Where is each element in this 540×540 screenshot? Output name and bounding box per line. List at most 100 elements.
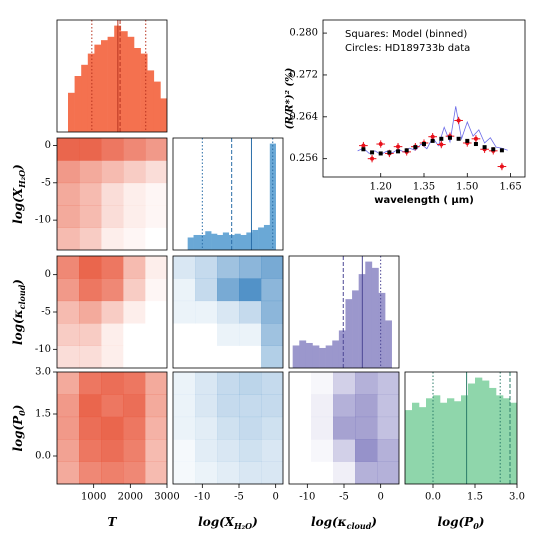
hist-bar	[305, 342, 313, 368]
legend-entry: Circles: HD189733b data	[345, 43, 470, 54]
hist-bar	[127, 36, 135, 132]
density-cell	[261, 416, 283, 440]
density-cell	[289, 417, 311, 440]
density-cell	[355, 372, 378, 395]
y-tick-label: 0	[45, 140, 51, 151]
density-cell	[195, 323, 217, 346]
panel	[173, 372, 283, 484]
density-cell	[261, 323, 283, 346]
density-cell	[239, 300, 262, 324]
panel	[68, 20, 167, 132]
density-cell	[101, 439, 124, 462]
density-cell	[123, 372, 146, 395]
density-cell	[101, 323, 124, 346]
hist-bar	[246, 232, 253, 250]
hist-bar	[412, 402, 420, 484]
density-cell	[57, 256, 80, 279]
x-tick-label: 1.35	[413, 182, 435, 193]
model-square	[465, 138, 470, 143]
density-cell	[311, 394, 334, 418]
density-cell	[79, 439, 102, 462]
hist-bar	[120, 31, 128, 132]
hist-bar	[365, 261, 373, 368]
x-tick-label: 1.65	[499, 182, 521, 193]
density-cell	[145, 278, 167, 302]
x-tick-label: 3000	[154, 492, 179, 503]
density-cell	[195, 346, 217, 369]
hist-bar	[338, 330, 346, 368]
hist-bar	[292, 345, 300, 368]
axis-label: log(XH₂O)	[11, 164, 28, 224]
density-cell	[123, 416, 146, 440]
hist-bar	[426, 398, 434, 484]
density-cell	[261, 394, 283, 418]
density-cell	[123, 227, 146, 250]
hist-bar	[447, 398, 455, 484]
density-cell	[195, 416, 218, 440]
density-cell	[239, 439, 262, 462]
density-cell	[289, 394, 311, 417]
y-tick-label: 0.272	[289, 69, 318, 80]
density-cell	[311, 372, 334, 395]
hist-bar	[385, 320, 392, 368]
x-tick-label: 0	[377, 492, 383, 503]
density-cell	[57, 461, 80, 484]
density-cell	[123, 256, 146, 279]
panel-frame	[404, 371, 518, 485]
density-cell	[101, 345, 124, 368]
density-cell	[79, 300, 102, 324]
axis-label: log(κcloud)	[311, 515, 377, 532]
x-tick-label: -5	[234, 492, 244, 503]
density-cell	[355, 394, 378, 418]
axis-label-part: H₂O	[233, 521, 252, 531]
model-square	[370, 150, 375, 155]
density-cell	[355, 416, 378, 440]
density-cell	[123, 439, 146, 462]
panel	[187, 138, 276, 250]
x-tick-label: 1.5	[467, 492, 483, 503]
density-cell	[173, 300, 196, 324]
hist-bar	[269, 143, 276, 250]
density-cell	[239, 323, 262, 346]
axis-label-part: log(X	[11, 187, 25, 224]
hist-bar	[234, 233, 241, 250]
density-cell	[195, 394, 218, 418]
data-point	[473, 136, 478, 141]
axis-label: log(P0)	[11, 405, 28, 452]
density-cell	[145, 461, 167, 484]
density-cell	[101, 182, 124, 206]
data-point	[361, 143, 366, 148]
density-cell	[195, 461, 218, 484]
density-cell	[57, 416, 80, 440]
hist-bar	[217, 234, 224, 250]
data-point	[499, 164, 504, 169]
density-cell	[101, 416, 124, 440]
hist-bar	[496, 395, 504, 484]
density-cell	[145, 205, 167, 228]
hist-bar	[461, 395, 469, 484]
axis-label-part: 0	[17, 410, 27, 416]
density-cell	[123, 346, 145, 369]
hist-bar	[87, 53, 95, 132]
hist-bar	[263, 224, 271, 250]
data-point	[456, 118, 461, 123]
hist-bar	[312, 345, 320, 368]
density-cell	[123, 323, 145, 346]
density-cell	[57, 394, 80, 418]
density-cell	[79, 278, 102, 302]
density-cell	[57, 278, 80, 302]
density-cell	[311, 462, 333, 485]
density-cell	[333, 394, 356, 418]
model-square	[447, 135, 452, 140]
hist-bar	[482, 380, 490, 484]
x-tick-label: 0	[272, 492, 278, 503]
density-cell	[239, 372, 262, 395]
model-square	[482, 145, 487, 150]
density-cell	[145, 160, 167, 184]
spectrum-frame	[322, 19, 526, 178]
density-cell	[217, 323, 240, 346]
density-cell	[57, 439, 80, 462]
data-point	[370, 156, 375, 161]
hist-bar	[319, 347, 326, 368]
